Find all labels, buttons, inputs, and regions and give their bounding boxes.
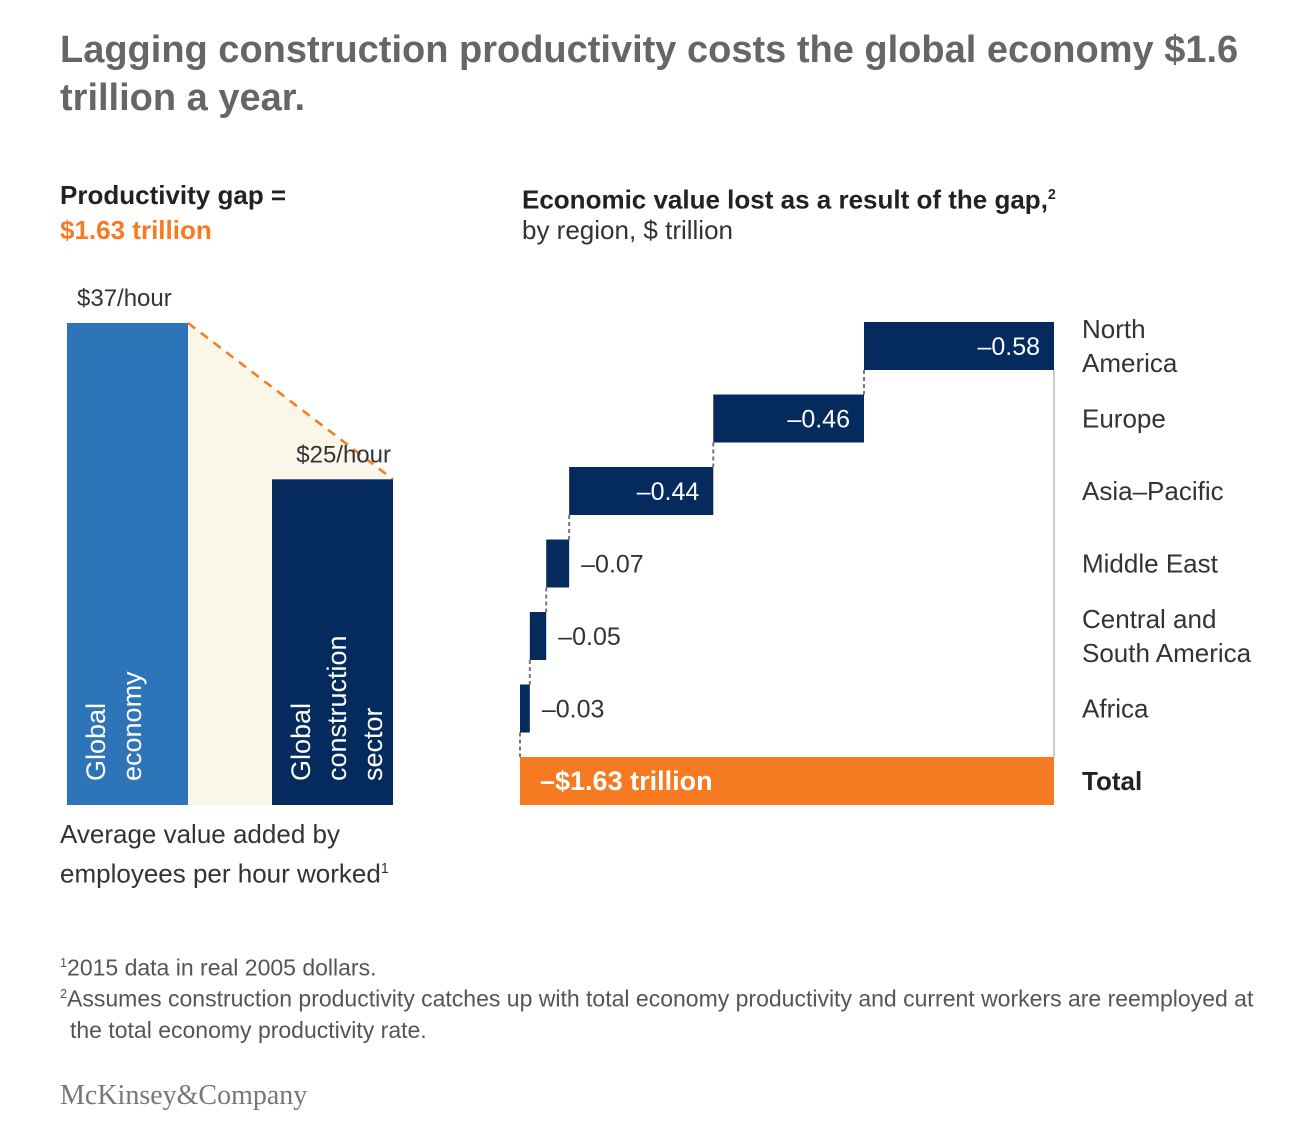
waterfall-total-label: Total	[1082, 766, 1142, 796]
waterfall-category-label: Europe	[1082, 404, 1166, 434]
waterfall-value-label: –0.44	[637, 478, 700, 506]
mckinsey-logo: McKinsey&Company	[60, 1080, 308, 1111]
left-caption-text: Average value added by employees per hou…	[60, 819, 381, 889]
waterfall-value-label: –0.46	[787, 406, 850, 434]
bar-category-label: Global	[81, 703, 111, 781]
waterfall-bar	[713, 394, 864, 443]
right-heading: Economic value lost as a result of the g…	[522, 178, 1056, 218]
footnote-1: 12015 data in real 2005 dollars.	[60, 948, 1260, 984]
waterfall-total-value: –$1.63 trillion	[540, 766, 713, 796]
bar-category-label: economy	[117, 671, 147, 781]
waterfall-total-bar	[520, 757, 1054, 805]
waterfall-category-label: North	[1082, 314, 1146, 344]
gap-dashed-line	[187, 322, 394, 481]
left-caption-sup: 1	[380, 861, 389, 877]
waterfall-category-label: South America	[1082, 638, 1252, 668]
gap-value: $1.63 trillion	[60, 215, 212, 245]
left-heading: Productivity gap =	[60, 180, 287, 210]
waterfall-value-label: –0.07	[581, 551, 644, 579]
waterfall-category-label: Asia–Pacific	[1082, 476, 1224, 506]
waterfall-bar	[546, 539, 570, 588]
bar-value-label: $25/hour	[296, 441, 391, 468]
left-caption: Average value added by employees per hou…	[60, 817, 460, 892]
footnote-1-sup: 1	[60, 956, 68, 970]
waterfall-bar	[863, 322, 1054, 370]
footnote-2-sup: 2	[60, 987, 68, 1001]
footnote-2: 2Assumes construction productivity catch…	[60, 979, 1270, 1046]
waterfall-category-label: America	[1082, 348, 1178, 378]
footnote-2-text: Assumes construction productivity catche…	[67, 985, 1254, 1043]
waterfall-value-label: –0.03	[542, 696, 605, 724]
footnote-1-text: 2015 data in real 2005 dollars.	[67, 954, 377, 981]
waterfall-category-label: Africa	[1082, 694, 1149, 724]
waterfall-value-label: –0.05	[558, 623, 621, 651]
right-heading-sup: 2	[1047, 187, 1056, 203]
waterfall-category-label: Central and	[1082, 604, 1216, 634]
waterfall-bar	[520, 684, 530, 733]
bar-category-label: Global	[286, 703, 316, 781]
bar-global-economy	[67, 323, 188, 805]
bar-category-label: sector	[358, 707, 388, 781]
waterfall-category-label: Middle East	[1082, 549, 1219, 579]
waterfall-bar	[569, 467, 714, 515]
waterfall-value-label: –0.58	[977, 333, 1040, 361]
right-subheading: by region, $ trillion	[522, 215, 733, 245]
bar-category-label: construction	[322, 635, 352, 781]
right-heading-text: Economic value lost as a result of the g…	[522, 184, 1048, 215]
bar-construction	[272, 479, 393, 805]
waterfall-bar	[529, 612, 547, 660]
bar-value-label: $37/hour	[77, 285, 172, 312]
page-title: Lagging construction productivity costs …	[60, 29, 1239, 119]
